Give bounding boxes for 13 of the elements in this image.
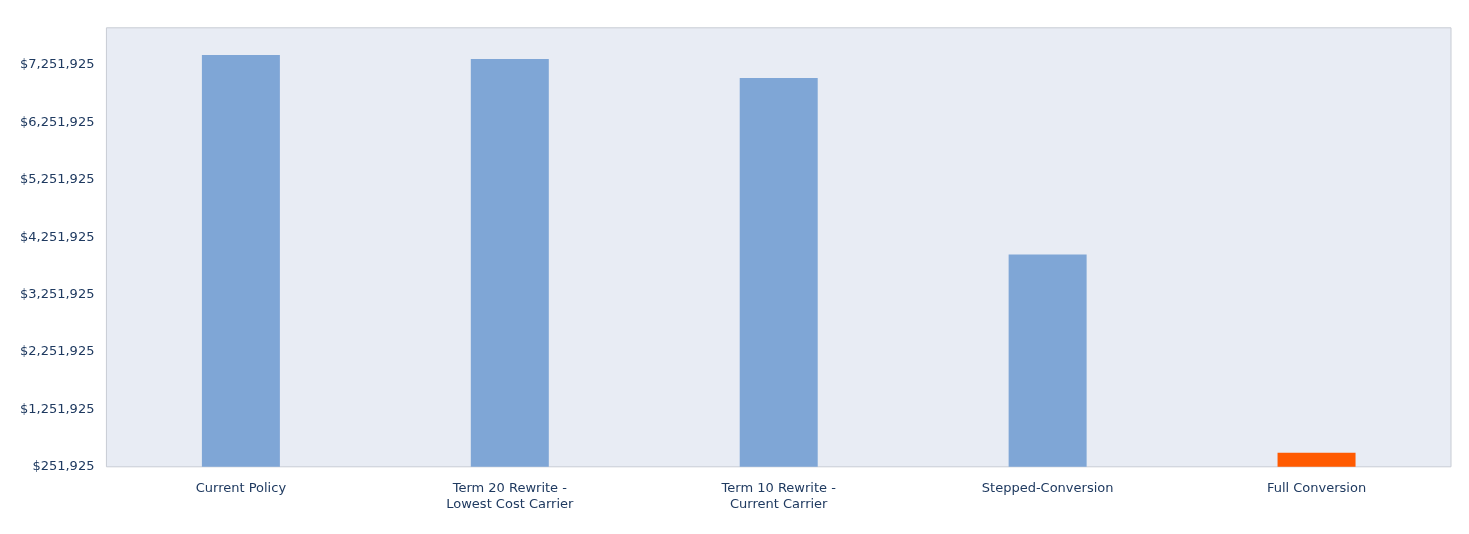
x-tick-label: Current Policy	[195, 479, 287, 495]
y-tick-label: $5,251,925	[20, 171, 95, 187]
x-tick-label: Stepped-Conversion	[981, 479, 1114, 495]
x-tick-label: Term 20 Rewrite - Lowest Cost Carrier	[446, 479, 574, 511]
y-tick-label: $3,251,925	[20, 285, 95, 301]
x-tick-label: Term 10 Rewrite - Current Carrier	[720, 479, 837, 511]
y-tick-label: $2,251,925	[20, 343, 95, 359]
y-tick-label: $6,251,925	[20, 113, 95, 129]
x-tick-label: Full Conversion	[1266, 479, 1367, 495]
y-tick-label: $7,251,925	[20, 56, 95, 72]
y-tick-label: $4,251,925	[20, 228, 95, 244]
y-tick-label: $251,925	[32, 458, 95, 474]
y-tick-label: $1,251,925	[20, 400, 95, 416]
